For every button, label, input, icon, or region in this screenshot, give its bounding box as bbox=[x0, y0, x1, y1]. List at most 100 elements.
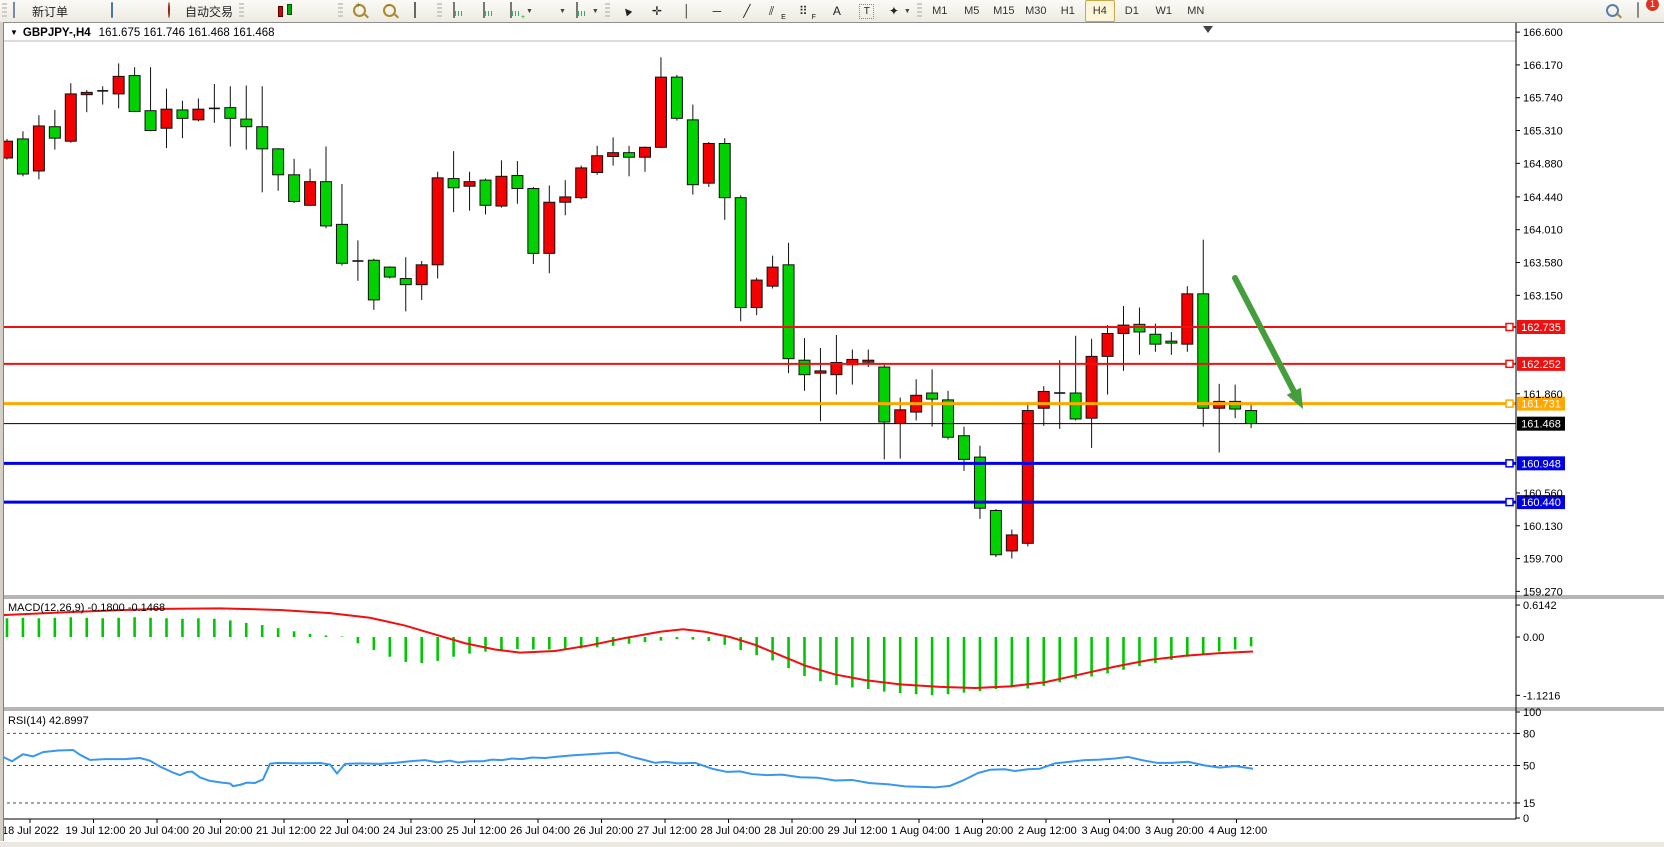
arrows-tool-button[interactable]: ✦ ▼ bbox=[883, 0, 914, 22]
arrows-icon: ✦ bbox=[888, 4, 899, 18]
timeframe-w1-button[interactable]: W1 bbox=[1155, 5, 1173, 17]
autotrading-label: 自动交易 bbox=[185, 4, 234, 19]
clock-icon bbox=[541, 3, 557, 19]
channel-tool-button[interactable]: ⫽ E bbox=[763, 0, 791, 22]
new-order-button[interactable]: 新订单 bbox=[10, 0, 71, 22]
time-axis-label: 1 Aug 04:00 bbox=[891, 825, 950, 837]
timeframe-h4-button[interactable]: H4 bbox=[1084, 0, 1115, 22]
chevron-down-icon: ▼ bbox=[558, 7, 566, 15]
text-label-icon: T bbox=[859, 3, 875, 19]
signals-button[interactable] bbox=[133, 0, 161, 22]
timeframe-h1-button[interactable]: H1 bbox=[1060, 5, 1075, 17]
crosshair-tool-button[interactable]: ✛ bbox=[643, 0, 671, 22]
chevron-down-icon: ▼ bbox=[591, 7, 599, 15]
notification-badge: 1 bbox=[1645, 0, 1660, 12]
periods-button[interactable]: ▼ bbox=[538, 0, 569, 22]
chart-ohlc-values: 161.675 161.746 161.468 161.468 bbox=[98, 27, 275, 39]
auto-arrange-button[interactable] bbox=[445, 0, 473, 22]
time-axis-label: 25 Jul 12:00 bbox=[447, 825, 507, 837]
svg-text:165.310: 165.310 bbox=[1523, 126, 1563, 138]
indicators-button[interactable]: ▼ bbox=[571, 0, 602, 22]
time-axis-label: 3 Aug 04:00 bbox=[1082, 825, 1141, 837]
svg-text:166.170: 166.170 bbox=[1523, 60, 1563, 72]
time-axis-label: 26 Jul 20:00 bbox=[574, 825, 634, 837]
svg-text:161.860: 161.860 bbox=[1523, 389, 1563, 401]
zoom-out-button[interactable] bbox=[376, 0, 404, 22]
auto-arrange-icon bbox=[451, 2, 467, 19]
community-button[interactable] bbox=[103, 0, 131, 22]
channel-icon: ⫽ E bbox=[768, 4, 786, 21]
notifications-button[interactable]: 1 bbox=[1629, 0, 1660, 22]
svg-text:166.600: 166.600 bbox=[1523, 27, 1563, 39]
community-icon bbox=[109, 2, 125, 19]
svg-text:80: 80 bbox=[1523, 728, 1535, 740]
time-axis-label: 21 Jul 12:00 bbox=[256, 825, 316, 837]
time-axis-label: 1 Aug 20:00 bbox=[955, 825, 1014, 837]
horizontal-line-icon: ─ bbox=[712, 4, 722, 18]
time-axis-label: 22 Jul 04:00 bbox=[320, 825, 380, 837]
svg-text:0: 0 bbox=[1523, 813, 1529, 825]
toolbar-grip bbox=[916, 3, 922, 19]
time-axis-label: 26 Jul 04:00 bbox=[510, 825, 570, 837]
toolbar-grip bbox=[437, 3, 443, 19]
svg-text:164.440: 164.440 bbox=[1523, 192, 1563, 204]
text-tool-button[interactable]: A bbox=[823, 0, 851, 22]
zoom-in-button[interactable] bbox=[346, 0, 374, 22]
vertical-line-tool-button[interactable]: │ bbox=[673, 0, 701, 22]
bar-chart-button[interactable] bbox=[247, 0, 275, 22]
chevron-down-icon: ▼ bbox=[903, 7, 911, 15]
time-axis-label: 4 Aug 12:00 bbox=[1209, 825, 1268, 837]
svg-text:100: 100 bbox=[1523, 707, 1541, 719]
time-axis-label: 28 Jul 20:00 bbox=[764, 825, 824, 837]
svg-text:161.731: 161.731 bbox=[1521, 399, 1561, 411]
fibonacci-tool-button[interactable]: ⠿ F bbox=[793, 0, 821, 22]
tile-windows-button[interactable] bbox=[406, 0, 434, 22]
signals-icon bbox=[139, 3, 155, 19]
chat-icon bbox=[1635, 2, 1651, 19]
chart-window[interactable]: 162.735 162.252 161.731 160.948 160.440 161.4… bbox=[0, 22, 1664, 842]
chart-shift-icon bbox=[481, 2, 497, 19]
toolbar-grip bbox=[604, 3, 610, 19]
time-axis-label: 19 Jul 12:00 bbox=[66, 825, 126, 837]
chart-shift-button[interactable] bbox=[475, 0, 503, 22]
zoom-in-icon bbox=[352, 0, 368, 19]
tile-windows-icon bbox=[412, 2, 428, 19]
chart-canvas[interactable]: 162.735 162.252 161.731 160.948 160.440 161.4… bbox=[0, 23, 1664, 842]
svg-text:MACD(12,26,9) -0.1800 -0.1468: MACD(12,26,9) -0.1800 -0.1468 bbox=[8, 602, 165, 614]
search-button[interactable] bbox=[1599, 0, 1627, 22]
time-axis-label: 2 Aug 12:00 bbox=[1018, 825, 1077, 837]
horizontal-line-tool-button[interactable]: ─ bbox=[703, 0, 731, 22]
svg-text:160.560: 160.560 bbox=[1523, 488, 1563, 500]
timeframe-mn-button[interactable]: MN bbox=[1187, 5, 1205, 17]
line-chart-button[interactable] bbox=[307, 0, 335, 22]
label-tool-button[interactable]: T bbox=[853, 0, 881, 22]
timeframe-m15-button[interactable]: M15 bbox=[993, 5, 1015, 17]
timeframe-d1-button[interactable]: D1 bbox=[1124, 5, 1139, 17]
new-chart-button[interactable]: + ▼ bbox=[505, 0, 536, 22]
candlestick-chart-button[interactable] bbox=[277, 0, 305, 22]
cursor-tool-button[interactable]: ▲ bbox=[613, 0, 641, 22]
candlestick-icon bbox=[283, 3, 299, 19]
zoom-out-icon bbox=[382, 0, 398, 19]
market-icon bbox=[79, 3, 95, 19]
svg-text:0.6142: 0.6142 bbox=[1523, 600, 1557, 612]
svg-text:164.880: 164.880 bbox=[1523, 158, 1563, 170]
svg-text:15: 15 bbox=[1523, 798, 1535, 810]
svg-text:163.580: 163.580 bbox=[1523, 258, 1563, 270]
timeframe-m1-button[interactable]: M1 bbox=[932, 5, 948, 17]
market-button[interactable] bbox=[73, 0, 101, 22]
autotrading-button[interactable]: 自动交易 bbox=[163, 0, 236, 22]
chart-title: ▼ GBPJPY-,H4 161.675 161.746 161.468 161.4… bbox=[10, 27, 275, 39]
trendline-tool-button[interactable]: ╱ bbox=[733, 0, 761, 22]
window-frame-edge bbox=[0, 22, 4, 841]
toolbar-grip bbox=[338, 3, 344, 19]
fibonacci-icon: ⠿ F bbox=[798, 4, 816, 21]
time-axis-label: 18 Jul 2022 bbox=[2, 825, 59, 837]
time-axis-label: 29 Jul 12:00 bbox=[828, 825, 888, 837]
timeframe-m30-button[interactable]: M30 bbox=[1025, 5, 1047, 17]
timeframe-m5-button[interactable]: M5 bbox=[964, 5, 980, 17]
trendline-icon: ╱ bbox=[743, 4, 751, 18]
svg-text:RSI(14) 42.8997: RSI(14) 42.8997 bbox=[8, 715, 89, 727]
crosshair-icon: ✛ bbox=[651, 4, 662, 18]
indicators-icon bbox=[574, 2, 590, 19]
